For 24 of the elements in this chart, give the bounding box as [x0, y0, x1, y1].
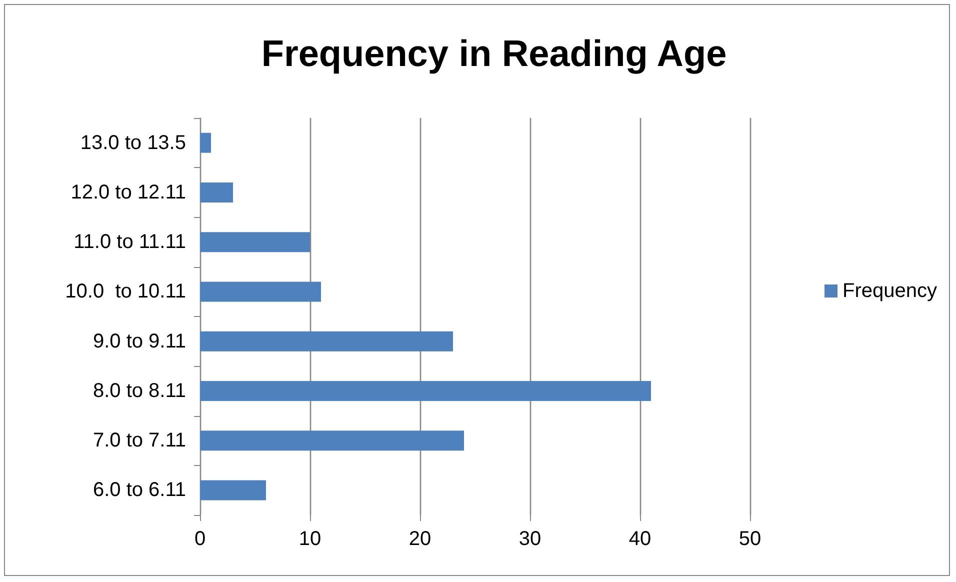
bar [200, 331, 453, 352]
y-tick-label: 9.0 to 9.11 [92, 330, 186, 352]
bar [200, 430, 464, 451]
bar [200, 380, 651, 401]
y-tick-label: 10.0 to 10.11 [65, 280, 186, 303]
x-tick-label: 0 [194, 528, 206, 550]
bar [200, 232, 310, 252]
bar [200, 132, 211, 153]
x-tick-label: 40 [628, 528, 652, 550]
y-tick-label: 8.0 to 8.11 [92, 380, 186, 402]
y-tick-label: 6.0 to 6.11 [92, 479, 186, 502]
y-tick-label: 7.0 to 7.11 [92, 430, 186, 452]
bar [200, 480, 266, 500]
chart-title: Frequency in Reading Age [261, 33, 727, 74]
y-tick-label: 12.0 to 12.11 [70, 181, 186, 204]
x-tick-label: 10 [298, 528, 322, 550]
x-tick-label: 30 [518, 528, 542, 550]
y-tick-label: 11.0 to 11.11 [74, 231, 186, 254]
bar [200, 282, 321, 302]
x-tick-label: 20 [408, 528, 432, 550]
x-tick-label: 50 [738, 528, 762, 550]
y-tick-label: 13.0 to 13.5 [80, 132, 186, 154]
bar [200, 182, 233, 202]
legend-label: Frequency [842, 280, 938, 302]
